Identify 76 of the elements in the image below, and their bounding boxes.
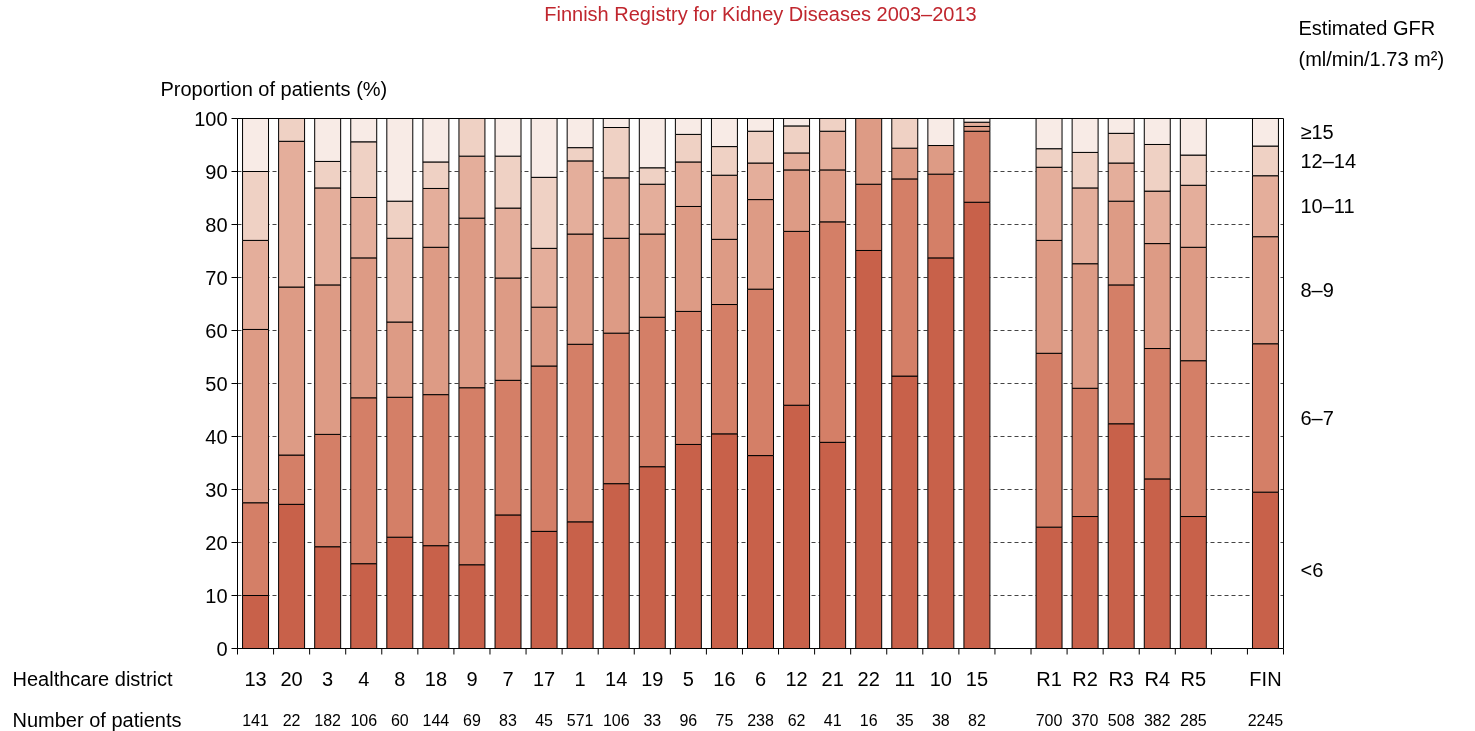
y-axis-title: Proportion of patients (%) <box>160 77 388 100</box>
x-tick-label: 10 <box>929 667 952 690</box>
x-tick-label: 9 <box>466 667 478 690</box>
series-label: 10–11 <box>1300 195 1355 218</box>
text: 83 <box>499 711 518 729</box>
y-tick-label: 70 <box>205 266 228 289</box>
x-tick-label: R2 <box>1072 667 1098 690</box>
text: 508 <box>1107 711 1135 729</box>
series-label: ≥15 <box>1300 121 1334 144</box>
x-tick-label: 5 <box>682 667 694 690</box>
x-tick-label: R4 <box>1144 667 1171 690</box>
x-tick-label: 7 <box>502 667 514 690</box>
x-tick-label: R5 <box>1180 667 1207 690</box>
text: 370 <box>1071 711 1099 729</box>
y-tick-label: 10 <box>205 584 228 607</box>
text: 700 <box>1035 711 1063 729</box>
text: 141 <box>242 711 269 729</box>
text: 182 <box>314 711 342 729</box>
text: 69 <box>463 711 481 729</box>
series-label: 12–14 <box>1300 149 1357 172</box>
x-tick-label: 1 <box>574 667 586 690</box>
y-tick-label: 40 <box>205 425 228 448</box>
y-tick-label: 60 <box>205 319 228 342</box>
text: 571 <box>566 711 594 729</box>
x-tick-label: 6 <box>754 667 767 690</box>
text: 33 <box>643 711 662 729</box>
text: 38 <box>931 711 950 729</box>
text: 106 <box>602 711 630 729</box>
x-tick-label: 17 <box>532 667 556 690</box>
x-tick-label: R3 <box>1108 667 1134 690</box>
series-label: <6 <box>1300 559 1324 582</box>
series-label: 8–9 <box>1300 279 1334 302</box>
x-tick-label: 14 <box>605 667 628 690</box>
x-tick-label: 13 <box>244 667 267 690</box>
series-label: 6–7 <box>1300 406 1334 429</box>
x-tick-label: 12 <box>785 667 808 690</box>
text: 96 <box>679 711 698 729</box>
text: 144 <box>422 711 450 729</box>
y-tick-label: 30 <box>205 478 228 501</box>
x-tick-label: 21 <box>821 667 844 690</box>
x-tick-label: 18 <box>424 667 448 690</box>
text: 106 <box>350 711 378 729</box>
text: 75 <box>715 711 734 729</box>
x-tick-label: 20 <box>280 667 303 690</box>
chart-title: Finnish Registry for Kidney Diseases 2003–2013 <box>544 2 977 25</box>
text: 22 <box>282 711 301 729</box>
text: 45 <box>535 711 554 729</box>
text: 382 <box>1143 711 1171 729</box>
text: Number of patients <box>12 708 182 731</box>
text: 60 <box>390 711 409 729</box>
x-tick-label: R1 <box>1036 667 1062 690</box>
x-tick-label: 16 <box>713 667 736 690</box>
y-tick-label: 50 <box>205 372 228 395</box>
text: 238 <box>747 711 774 729</box>
y-tick-label: 90 <box>205 160 228 183</box>
y-tick-label: 0 <box>216 637 228 660</box>
y-tick-label: 100 <box>194 107 228 130</box>
x-tick-label: 8 <box>394 667 406 690</box>
x-tick-label: 4 <box>358 667 370 690</box>
x-axis-title: Healthcare district <box>12 667 173 690</box>
text: 35 <box>895 711 914 729</box>
text: 62 <box>787 711 806 729</box>
text: 2245 <box>1247 711 1284 729</box>
x-tick-label: 15 <box>965 667 989 690</box>
text: 41 <box>823 711 842 729</box>
y-tick-label: 20 <box>205 531 228 554</box>
x-tick-label: 11 <box>894 667 916 690</box>
x-tick-label: 22 <box>857 667 880 690</box>
text: 285 <box>1179 711 1207 729</box>
y-tick-label: 80 <box>205 213 228 236</box>
x-tick-label: FIN <box>1249 667 1282 690</box>
x-tick-label: 3 <box>322 667 334 690</box>
text: 16 <box>859 711 878 729</box>
legend-title: Estimated GFR (ml/min/1.73 m²) <box>1298 16 1445 70</box>
x-tick-label: 19 <box>641 667 664 690</box>
text: 82 <box>968 711 986 729</box>
